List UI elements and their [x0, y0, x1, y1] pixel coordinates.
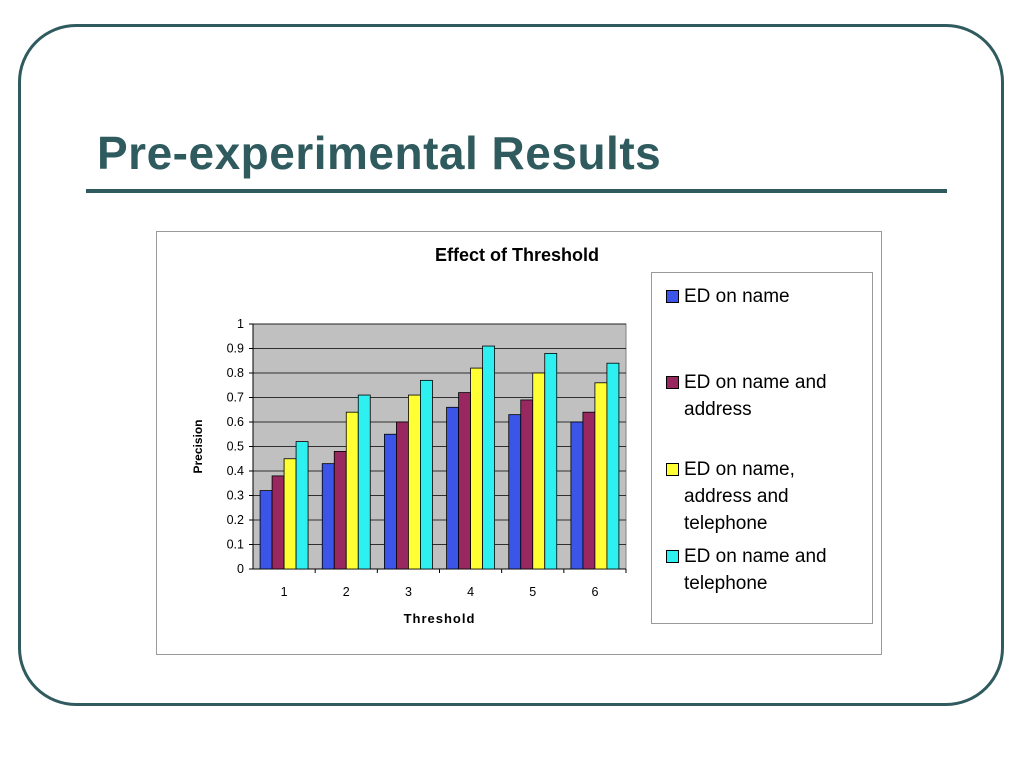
bar-2-1: [271, 475, 285, 570]
bar-2-3: [396, 421, 409, 570]
x-tick-label: 6: [591, 585, 598, 599]
slide-frame: [18, 24, 1004, 706]
chart-container: Effect of Threshold 0 0.1 0.2 0.3 0.4 0.5 0.6 0.…: [156, 231, 882, 655]
bar-3-5: [532, 372, 546, 570]
bar-2-5: [520, 399, 534, 570]
legend-item: ED on name and telephone: [666, 543, 866, 597]
bar-3-4: [470, 367, 483, 570]
bar-2-2: [333, 450, 347, 570]
x-tick-label: 4: [467, 585, 474, 599]
legend-swatch: [666, 463, 679, 476]
bar-1-5: [508, 414, 522, 570]
bar-3-2: [345, 411, 359, 570]
y-tick-label: 0.4: [227, 464, 244, 478]
bar-3-6: [594, 382, 608, 570]
bar-4-6: [606, 362, 620, 570]
y-tick-label: 0.2: [227, 513, 244, 527]
y-tick-label: 0.7: [227, 391, 244, 405]
chart-legend: ED on name ED on name and address ED on na…: [651, 272, 873, 624]
y-tick-label: 0.3: [227, 489, 244, 503]
x-tick-label: 5: [529, 585, 536, 599]
legend-swatch: [666, 550, 679, 563]
legend-label: ED on name and telephone: [684, 546, 827, 594]
bar-4-5: [544, 353, 558, 570]
y-tick-label: 0.9: [227, 342, 244, 356]
y-axis-label: Precision: [191, 419, 205, 473]
bar-1-4: [446, 406, 459, 570]
y-tick-label: 1: [237, 317, 244, 331]
chart-title: Effect of Threshold: [435, 245, 599, 265]
bar-1-3: [384, 433, 397, 570]
bar-3-3: [408, 394, 421, 570]
bar-4-4: [482, 345, 495, 570]
bar-1-1: [259, 490, 273, 570]
y-tick-label: 0.8: [227, 366, 244, 380]
legend-item: ED on name and address: [666, 369, 866, 423]
legend-swatch: [666, 376, 679, 389]
slide-title: Pre-experimental Results: [97, 127, 662, 179]
bar-4-1: [295, 441, 309, 570]
bar-1-6: [570, 421, 584, 570]
title-divider: [86, 189, 947, 193]
bar-2-6: [582, 411, 596, 570]
x-tick-label: 3: [405, 585, 412, 599]
bar-2-4: [458, 392, 471, 570]
bar-chart: Effect of Threshold 0 0.1 0.2 0.3 0.4 0.5 0.6 0.…: [191, 245, 627, 626]
y-tick-label: 0.1: [227, 538, 244, 552]
legend-label: ED on name: [684, 286, 790, 307]
legend-item: ED on name, address and telephone: [666, 456, 866, 537]
bar-1-2: [321, 463, 335, 570]
y-tick-label: 0: [237, 562, 244, 576]
legend-swatch: [666, 290, 679, 303]
bar-3-1: [283, 458, 297, 570]
x-tick-label: 2: [343, 585, 350, 599]
legend-item: ED on name: [666, 283, 866, 310]
y-tick-label: 0.6: [227, 415, 244, 429]
legend-label: ED on name and address: [684, 372, 827, 420]
bar-4-2: [357, 394, 371, 570]
x-axis-label: Threshold: [404, 611, 476, 626]
legend-label: ED on name, address and telephone: [684, 459, 795, 534]
y-tick-label: 0.5: [227, 440, 244, 454]
x-tick-label: 1: [281, 585, 288, 599]
bar-4-3: [420, 379, 433, 570]
